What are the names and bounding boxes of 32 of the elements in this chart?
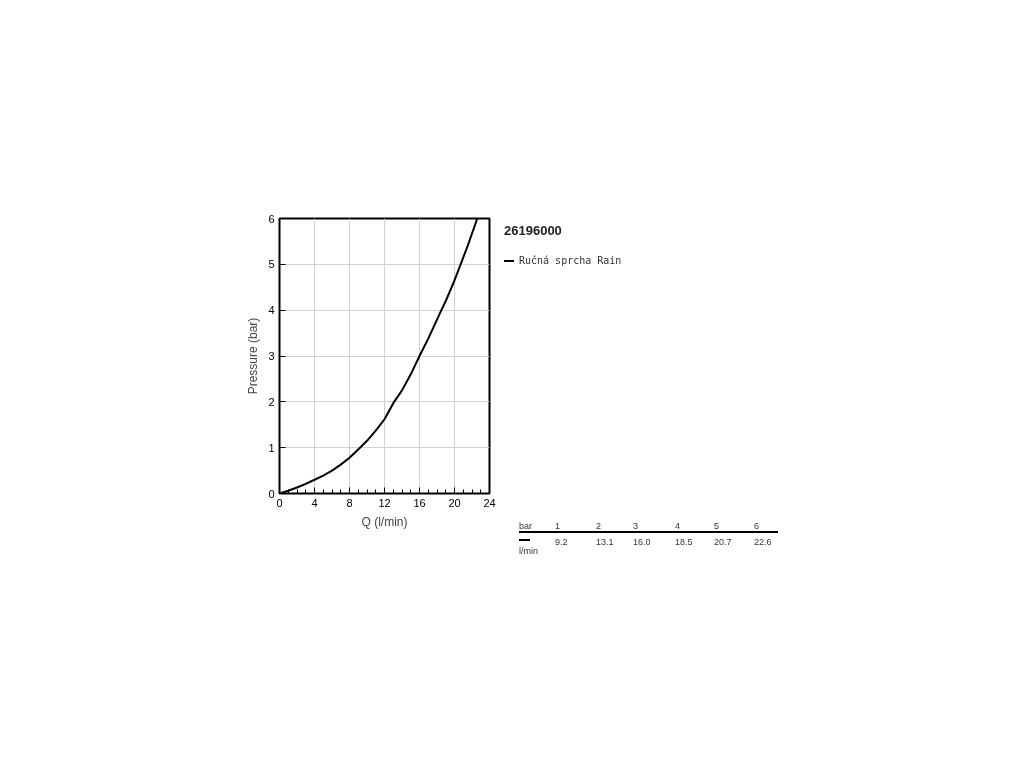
text: 13.1 [596, 536, 614, 547]
y-tick-label: 2 [268, 395, 275, 408]
text: bar [519, 520, 533, 531]
x-tick-label: 0 [276, 496, 283, 509]
text: 22.6 [754, 536, 772, 547]
text: 18.5 [675, 536, 693, 547]
y-tick-label: 1 [268, 441, 275, 454]
x-tick-label: 20 [448, 496, 461, 509]
text: 6 [754, 520, 760, 531]
y-tick-label: 4 [268, 304, 275, 317]
text: 1 [555, 520, 561, 531]
x-tick-label: 12 [378, 496, 391, 509]
y-tick-label: 5 [268, 258, 275, 271]
text: l/min [519, 545, 539, 556]
text: 2 [596, 520, 602, 531]
y-tick-label: 6 [268, 212, 275, 225]
x-tick-label: 8 [346, 496, 353, 509]
y-tick-label: 0 [268, 487, 275, 500]
text: 3 [633, 520, 639, 531]
x-tick-label: 4 [311, 496, 318, 509]
x-axis-title: Q (l/min) [361, 514, 408, 529]
legend-label: Ručná sprcha Rain [519, 255, 622, 266]
y-tick-label: 3 [268, 350, 275, 362]
text: 5 [714, 520, 720, 531]
x-tick-label: 16 [413, 496, 426, 509]
text: 4 [675, 520, 681, 531]
text: 16.0 [633, 536, 651, 547]
text: 26196000 [504, 222, 562, 238]
y-axis-title: Pressure (bar) [246, 317, 261, 395]
text: 20.7 [714, 536, 732, 547]
x-tick-label: 24 [483, 496, 496, 509]
text: 9.2 [555, 536, 568, 547]
